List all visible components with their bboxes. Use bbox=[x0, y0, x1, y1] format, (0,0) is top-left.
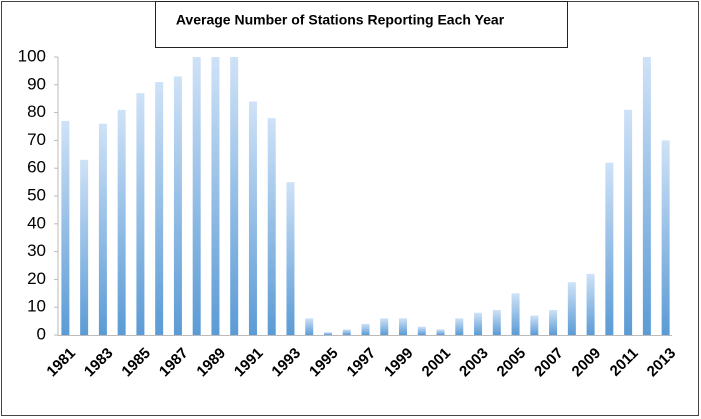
bar bbox=[117, 109, 126, 335]
y-tick-label: 0 bbox=[37, 324, 46, 343]
y-tick-label: 90 bbox=[27, 74, 46, 93]
y-tick-label: 40 bbox=[27, 213, 46, 232]
y-tick-label: 30 bbox=[27, 241, 46, 260]
x-tick-label: 1989 bbox=[193, 345, 229, 381]
bar bbox=[661, 140, 670, 335]
bar bbox=[230, 57, 239, 335]
bar bbox=[98, 123, 107, 335]
x-tick-label: 1981 bbox=[43, 345, 79, 381]
x-tick-label: 1999 bbox=[381, 345, 417, 381]
bar bbox=[173, 76, 182, 336]
y-tick-label: 20 bbox=[27, 269, 46, 288]
title-box bbox=[155, 1, 568, 48]
bar bbox=[624, 109, 633, 335]
x-tick-label: 1983 bbox=[81, 345, 117, 381]
bar bbox=[380, 318, 389, 335]
x-tick-label: 2013 bbox=[644, 345, 680, 381]
bar bbox=[511, 293, 520, 335]
x-tick-label: 1997 bbox=[344, 345, 380, 381]
bar bbox=[192, 57, 201, 335]
bar bbox=[211, 57, 220, 335]
y-tick-label: 70 bbox=[27, 130, 46, 149]
x-tick-label: 1987 bbox=[156, 345, 192, 381]
bar bbox=[136, 93, 145, 335]
x-tick-label: 2009 bbox=[569, 345, 605, 381]
x-tick-label: 2011 bbox=[607, 345, 642, 380]
bar bbox=[305, 318, 314, 335]
y-tick-label: 10 bbox=[27, 297, 46, 316]
bar bbox=[248, 101, 257, 335]
bar bbox=[549, 309, 558, 335]
x-tick-label: 2007 bbox=[531, 345, 567, 381]
x-tick-label: 2005 bbox=[494, 345, 530, 381]
bar bbox=[342, 329, 351, 335]
x-tick-label: 2003 bbox=[456, 345, 492, 381]
bar bbox=[399, 318, 408, 335]
y-tick-label: 50 bbox=[27, 185, 46, 204]
bar bbox=[61, 120, 70, 335]
x-tick-label: 2001 bbox=[419, 345, 455, 381]
bar bbox=[586, 273, 595, 335]
bar bbox=[474, 312, 483, 335]
bar bbox=[361, 323, 370, 335]
bar bbox=[155, 82, 164, 336]
x-tick-label: 1985 bbox=[118, 345, 154, 381]
x-tick-label: 1995 bbox=[306, 345, 342, 381]
bar bbox=[642, 57, 651, 335]
chart-title: Average Number of Stations Reporting Eac… bbox=[176, 12, 505, 28]
bar bbox=[417, 326, 426, 335]
bar bbox=[80, 159, 89, 335]
bar bbox=[267, 118, 276, 335]
y-tick-label: 100 bbox=[18, 46, 46, 65]
bar bbox=[605, 162, 614, 335]
y-tick-label: 80 bbox=[27, 102, 46, 121]
bar bbox=[455, 318, 464, 335]
bar bbox=[492, 309, 501, 335]
bar bbox=[567, 282, 576, 335]
bar bbox=[436, 329, 445, 335]
bar bbox=[286, 182, 295, 335]
bar bbox=[323, 332, 332, 335]
bar bbox=[530, 315, 539, 335]
y-tick-label: 60 bbox=[27, 158, 46, 177]
x-tick-label: 1991 bbox=[231, 345, 267, 381]
x-tick-label: 1993 bbox=[268, 345, 304, 381]
